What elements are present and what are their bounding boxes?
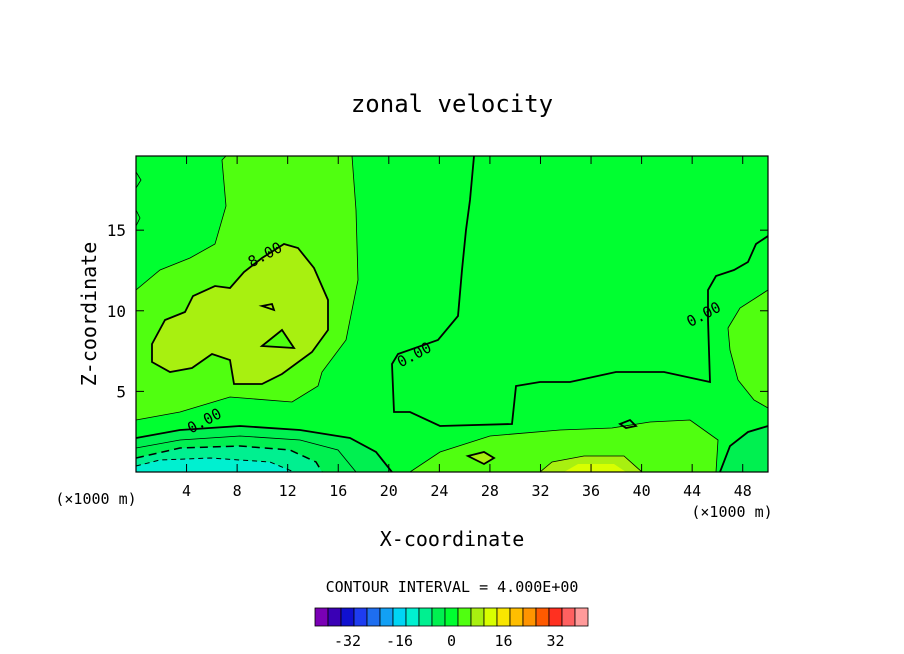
colorbar-swatch: [457, 607, 472, 627]
y-axis-ticks: 5 10 15: [107, 221, 768, 401]
contour-line-4-upper: [136, 156, 227, 291]
contour-line-neg-12-dashed: [136, 445, 323, 472]
x-tick-label: 44: [683, 482, 701, 500]
colorbar-tick-label: 0: [447, 632, 456, 650]
contour-line-zero-right: [719, 425, 768, 472]
x-tick-label: 4: [182, 482, 191, 500]
x-tick-label: 16: [329, 482, 347, 500]
contour-line-12: [539, 455, 643, 472]
contour-line-4-mid: [136, 156, 359, 421]
contour-line-neg-8: [136, 435, 357, 472]
y-axis-label: Z-coordinate: [77, 242, 101, 387]
colorbar-swatch: [340, 607, 355, 627]
colorbar-swatch: [522, 607, 537, 627]
region-u-12-16-bottom: [564, 464, 626, 472]
contour-interval-text: CONTOUR INTERVAL = 4.000E+00: [326, 578, 579, 596]
contour-line-left-edge-b: [136, 209, 141, 227]
contour-lines-thin: [136, 156, 768, 472]
colorbar-swatch: [327, 607, 342, 627]
contour-line-zero-lower: [136, 425, 393, 472]
colorbar-swatch: [470, 607, 485, 627]
x-tick-label: 48: [734, 482, 752, 500]
colorbar-swatch: [314, 607, 329, 627]
colorbar-swatch: [353, 607, 368, 627]
colorbar-swatch: [392, 607, 407, 627]
colorbar-swatch: [548, 607, 563, 627]
colorbar-swatch: [418, 607, 433, 627]
x-tick-label: 36: [582, 482, 600, 500]
x-tick-label: 20: [380, 482, 398, 500]
x-axis-ticks: 4 8 12 16 20 24 28 32 36 40 44 48: [182, 156, 752, 500]
region-u-neg-right: [720, 426, 768, 472]
contour-line-zero-small-b: [618, 418, 638, 429]
plot-area: 8.000.000.000.00: [136, 156, 768, 472]
contour-lines-thick: [136, 156, 768, 472]
x-tick-label: 12: [279, 482, 297, 500]
y-tick-label: 15: [107, 221, 126, 240]
contour-line-8: [151, 243, 329, 385]
x-tick-label: 32: [531, 482, 549, 500]
colorbar-tick-label: -32: [334, 632, 361, 650]
colorbar-swatch: [496, 607, 511, 627]
y-tick-label: 10: [107, 302, 126, 321]
x-tick-label: 8: [233, 482, 242, 500]
y-unit-label: (×1000 m): [55, 490, 136, 508]
region-u-8-12-left-lobe: [152, 244, 328, 384]
colorbar-swatch: [379, 607, 394, 627]
region-u-8-12-small-left: [262, 330, 294, 348]
colorbar-swatch: [431, 607, 446, 627]
colorbar-tick-label: 32: [546, 632, 564, 650]
contour-line-neg-16-dashed: [136, 457, 295, 472]
colorbar-tick-label: -16: [386, 632, 413, 650]
x-axis-label: X-coordinate: [380, 527, 525, 551]
x-tick-label: 28: [481, 482, 499, 500]
contour-line-8-inner-small: [258, 302, 276, 312]
colorbar-swatch: [561, 607, 576, 627]
x-tick-label: 24: [430, 482, 448, 500]
contour-line-zero-central: [391, 156, 768, 427]
x-unit-label: (×1000 m): [691, 503, 772, 521]
plot-frame: [135, 155, 769, 473]
colorbar-swatch: [444, 607, 459, 627]
colorbar-swatch: [509, 607, 524, 627]
x-tick-label: 40: [633, 482, 651, 500]
contour-line-left-edge-a: [136, 171, 142, 189]
contour-line-4-right: [727, 289, 768, 409]
contour-line-8-inner: [259, 328, 296, 350]
colorbar-swatch: [574, 607, 589, 627]
colorbar: -32 -16 0 16 32: [314, 607, 589, 650]
contour-line-4-bottom: [409, 419, 719, 472]
region-u-neg-16-12: [136, 458, 294, 472]
colorbar-swatch: [483, 607, 498, 627]
y-tick-label: 5: [116, 382, 126, 401]
chart-title: zonal velocity: [351, 90, 553, 118]
colorbar-tick-label: 16: [494, 632, 512, 650]
colorbar-swatch: [366, 607, 381, 627]
contour-line-zero-small-a: [465, 451, 496, 466]
colorbar-swatch: [405, 607, 420, 627]
colorbar-swatch: [535, 607, 550, 627]
region-u-0-4-center: [392, 156, 768, 426]
